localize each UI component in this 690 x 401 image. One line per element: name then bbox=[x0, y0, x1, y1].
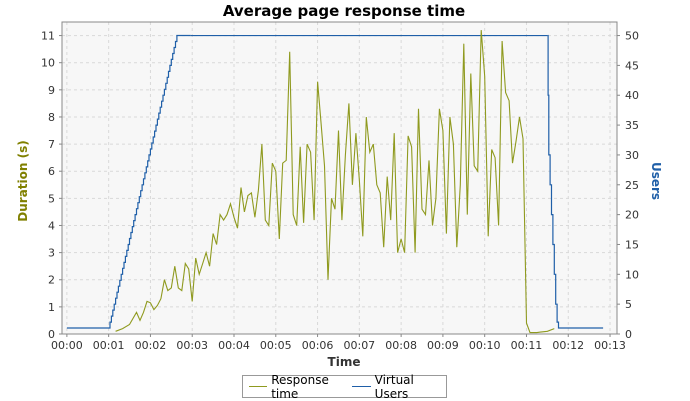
tick-label-x: 00:13 bbox=[594, 339, 626, 352]
y-axis-label-right: Users bbox=[649, 162, 663, 200]
tick-label-left: 4 bbox=[48, 219, 55, 232]
tick-label-right: 50 bbox=[625, 30, 639, 43]
legend-swatch-response bbox=[249, 386, 268, 387]
tick-label-x: 00:12 bbox=[552, 339, 584, 352]
chart-title: Average page response time bbox=[223, 2, 465, 20]
legend-label-users: Virtual Users bbox=[374, 372, 414, 401]
tick-label-x: 00:11 bbox=[511, 339, 543, 352]
tick-label-left: 0 bbox=[48, 328, 55, 341]
tick-label-right: 30 bbox=[625, 149, 639, 162]
tick-label-left: 2 bbox=[48, 274, 55, 287]
tick-label-left: 1 bbox=[48, 301, 55, 314]
tick-label-left: 10 bbox=[41, 57, 55, 70]
series-line-response-time bbox=[115, 30, 555, 334]
tick-label-left: 11 bbox=[41, 30, 55, 43]
tick-label-right: 10 bbox=[625, 268, 639, 281]
tick-label-left: 9 bbox=[48, 84, 55, 97]
tick-label-left: 6 bbox=[48, 165, 55, 178]
tick-label-x: 00:04 bbox=[218, 339, 250, 352]
tick-label-right: 45 bbox=[625, 59, 639, 72]
plot-frame bbox=[61, 21, 618, 335]
y-axis-label-left: Duration (s) bbox=[16, 140, 30, 221]
x-axis-label: Time bbox=[328, 355, 361, 369]
tick-label-x: 00:00 bbox=[51, 339, 83, 352]
legend-item-response: Response time bbox=[249, 373, 344, 401]
tick-label-x: 00:03 bbox=[176, 339, 208, 352]
tick-label-x: 00:06 bbox=[302, 339, 334, 352]
legend: Response time Virtual Users bbox=[242, 373, 447, 401]
legend-swatch-users bbox=[352, 386, 371, 387]
tick-label-right: 15 bbox=[625, 238, 639, 251]
tick-label-x: 00:08 bbox=[385, 339, 417, 352]
legend-item-users: Virtual Users bbox=[352, 373, 438, 401]
plot-background bbox=[61, 21, 618, 335]
tick-label-right: 0 bbox=[625, 328, 632, 341]
tick-label-right: 35 bbox=[625, 119, 639, 132]
tick-label-x: 00:10 bbox=[469, 339, 501, 352]
tick-label-left: 8 bbox=[48, 111, 55, 124]
tick-label-x: 00:02 bbox=[135, 339, 167, 352]
tick-label-right: 20 bbox=[625, 209, 639, 222]
tick-label-left: 7 bbox=[48, 138, 55, 151]
series-line-users-rampup bbox=[66, 34, 191, 329]
tick-label-x: 00:07 bbox=[343, 339, 375, 352]
legend-label-response: Response time bbox=[271, 372, 329, 401]
series-line-users-rampdown bbox=[547, 34, 604, 329]
tick-label-right: 25 bbox=[625, 179, 639, 192]
tick-label-x: 00:09 bbox=[427, 339, 459, 352]
tick-label-right: 5 bbox=[625, 298, 632, 311]
tick-label-x: 00:05 bbox=[260, 339, 292, 352]
tick-label-x: 00:01 bbox=[93, 339, 125, 352]
tick-label-left: 3 bbox=[48, 247, 55, 260]
tick-label-right: 40 bbox=[625, 89, 639, 102]
tick-label-left: 5 bbox=[48, 192, 55, 205]
